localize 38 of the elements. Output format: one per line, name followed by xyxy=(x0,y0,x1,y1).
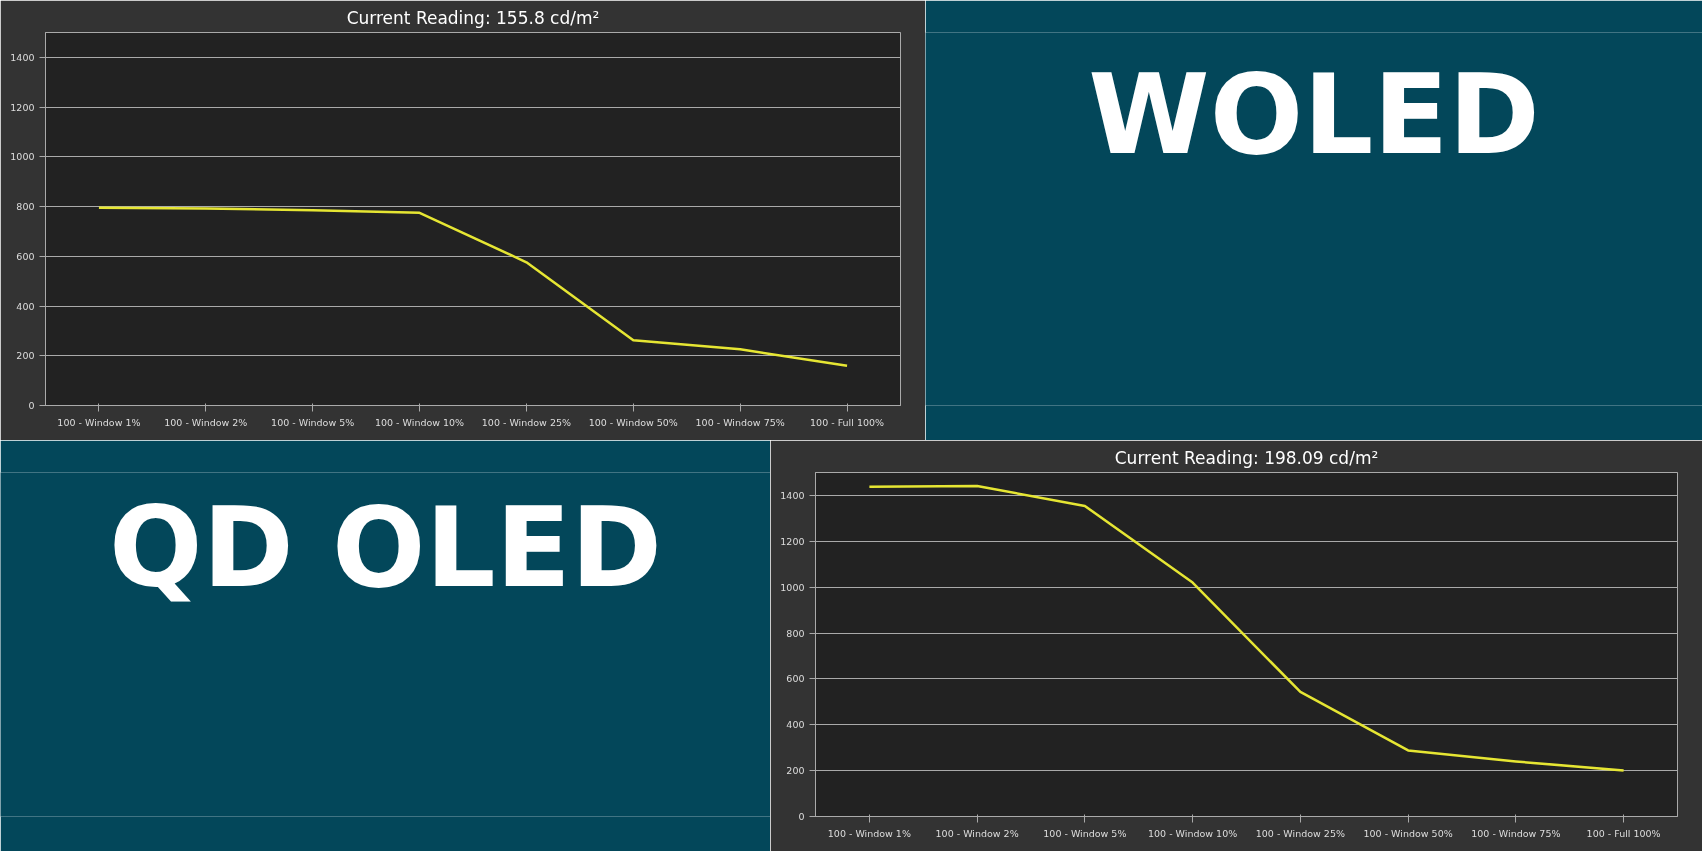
y-tick-label: 0 xyxy=(798,811,805,822)
y-tick-label: 600 xyxy=(16,250,35,262)
x-tick-label: 100 - Window 50% xyxy=(588,416,678,428)
x-tick-label: 100 - Full 100% xyxy=(1586,827,1661,839)
y-tick-label: 1400 xyxy=(780,489,805,501)
x-tick-label: 100 - Window 5% xyxy=(1043,827,1127,839)
y-tick-label: 800 xyxy=(786,627,805,639)
y-tick-label: 800 xyxy=(16,201,35,213)
x-tick-label: 100 - Window 2% xyxy=(935,827,1019,839)
y-tick-label: 400 xyxy=(786,719,805,731)
y-tick-label: 600 xyxy=(786,673,805,685)
y-tick-label: 200 xyxy=(786,765,805,777)
line-series xyxy=(97,206,849,367)
y-tick-label: 400 xyxy=(16,300,35,312)
y-tick-label: 1200 xyxy=(10,101,35,113)
x-tick-label: 100 - Window 5% xyxy=(271,416,355,428)
x-tick-label: 100 - Window 25% xyxy=(481,416,572,428)
x-tick-label: 100 - Window 10% xyxy=(374,416,465,428)
y-tick-label: 0 xyxy=(28,400,35,411)
chart-title: Current Reading: 198.09 cd/m² xyxy=(1114,447,1379,468)
text: WOLED xyxy=(1088,50,1540,179)
x-tick-label: 100 - Window 10% xyxy=(1148,827,1238,839)
x-tick-label: 100 - Window 2% xyxy=(164,416,248,428)
x-tick-label: 100 - Window 75% xyxy=(695,416,785,428)
y-tick-label: 200 xyxy=(16,350,35,362)
x-tick-label: 100 - Window 1% xyxy=(57,416,141,428)
y-tick-label: 1000 xyxy=(10,151,35,163)
line-series xyxy=(868,484,1625,772)
y-tick-label: 1400 xyxy=(10,51,35,63)
x-tick-label: 100 - Window 75% xyxy=(1471,827,1561,839)
chart-title: Current Reading: 155.8 cd/m² xyxy=(346,7,600,28)
y-tick-label: 1200 xyxy=(780,535,805,547)
x-tick-label: 100 - Window 25% xyxy=(1255,827,1345,839)
x-tick-label: 100 - Full 100% xyxy=(810,416,885,428)
x-tick-label: 100 - Window 50% xyxy=(1363,827,1453,839)
text: QD OLED xyxy=(108,484,663,613)
x-tick-label: 100 - Window 1% xyxy=(827,827,911,839)
y-tick-label: 1000 xyxy=(780,581,805,593)
